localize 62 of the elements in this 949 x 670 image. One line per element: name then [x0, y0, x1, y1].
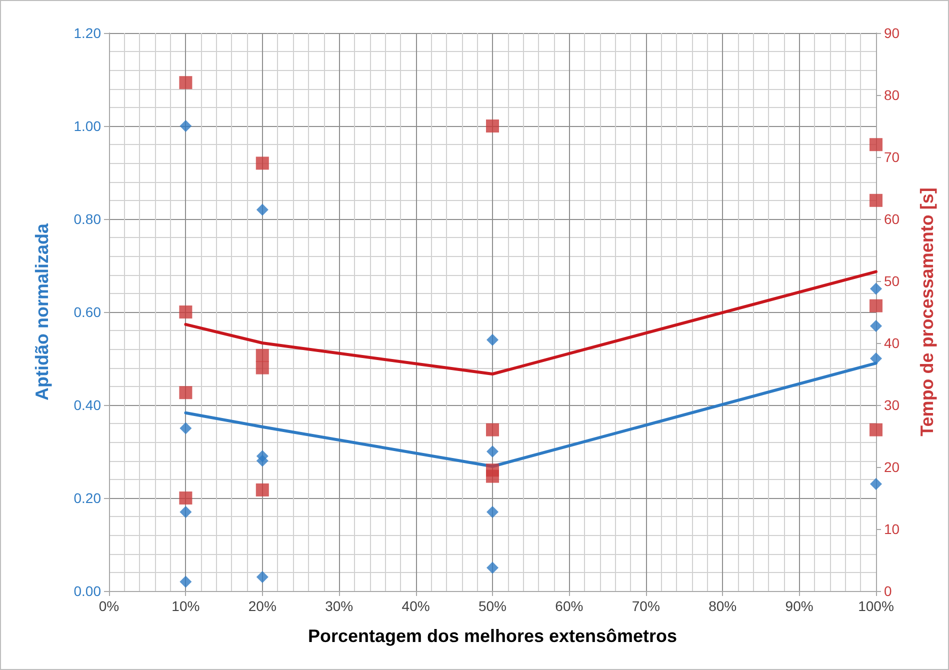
point: [179, 76, 192, 90]
point: [486, 423, 499, 436]
y2-tick-label: 20: [884, 459, 900, 475]
point: [179, 306, 192, 318]
y-tick-label: 0.80: [74, 211, 102, 227]
point: [486, 446, 498, 458]
point: [256, 361, 269, 374]
point: [256, 571, 268, 584]
point: [256, 454, 268, 467]
point: [870, 320, 882, 332]
x-tick-label: 30%: [325, 598, 354, 614]
x-tick-label: 40%: [402, 598, 430, 614]
x-tick-label: 90%: [785, 598, 814, 614]
point: [870, 423, 882, 436]
y2-tick-label: 70: [884, 149, 900, 165]
y2-tick-label: 90: [884, 25, 900, 41]
x-tick-label: 10%: [172, 598, 200, 614]
y2-axis-title: Tempo de processamento [s]: [917, 188, 937, 436]
x-tick-label: 70%: [632, 598, 660, 614]
y2-tick-label: 30: [884, 397, 900, 413]
point: [870, 194, 882, 207]
y2-tick-label: 0: [884, 583, 892, 599]
x-tick-label: 60%: [555, 598, 584, 614]
point: [870, 352, 882, 364]
y2-tick-label: 80: [884, 87, 900, 103]
point: [179, 492, 192, 504]
point: [256, 156, 269, 170]
y-tick-label: 1.20: [74, 25, 102, 41]
point: [486, 334, 498, 346]
point: [256, 483, 269, 496]
point: [870, 478, 882, 490]
point: [256, 204, 268, 216]
point: [180, 576, 192, 588]
x-tick-label: 50%: [478, 598, 507, 614]
x-tick-label: 0%: [98, 598, 120, 614]
y2-tick-label: 50: [884, 273, 900, 289]
point: [256, 348, 269, 362]
point: [870, 282, 882, 295]
x-axis-title: Porcentagem dos melhores extensômetros: [308, 626, 678, 646]
y2-tick-label: 40: [884, 335, 900, 351]
y-tick-label: 0.60: [74, 304, 102, 320]
point: [180, 422, 192, 434]
point: [870, 299, 882, 312]
point: [486, 120, 499, 132]
point: [180, 506, 192, 518]
point: [870, 138, 882, 152]
point: [486, 506, 498, 518]
y-tick-label: 0.20: [74, 490, 102, 506]
y2-tick-label: 10: [884, 521, 900, 537]
line-series: [184, 270, 878, 376]
point: [180, 120, 192, 132]
y2-tick-label: 60: [884, 211, 900, 227]
x-tick-label: 20%: [248, 598, 276, 614]
y-axis-title: Aptidão normalizada: [32, 222, 52, 401]
x-tick-label: 100%: [858, 598, 894, 614]
y-tick-label: 1.00: [74, 118, 102, 134]
y-tick-label: 0.40: [74, 397, 102, 413]
x-tick-label: 80%: [708, 598, 737, 614]
point: [179, 386, 192, 400]
point: [486, 470, 499, 483]
point: [486, 562, 498, 574]
y-tick-label: 0.00: [74, 583, 102, 599]
